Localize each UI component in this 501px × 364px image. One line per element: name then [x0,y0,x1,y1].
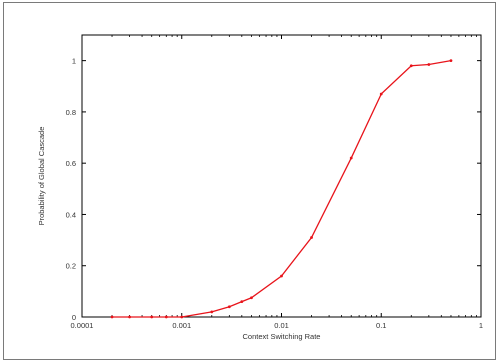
y-tick-label: 0 [72,313,76,322]
series-layer [110,59,453,319]
data-point [128,315,131,319]
plot-area [81,34,482,318]
data-point [310,236,313,239]
x-axis-label: Context Switching Rate [243,332,321,341]
data-point [110,315,114,319]
y-tick-label: 0.6 [66,159,76,168]
data-point [349,156,353,160]
x-tick-label: 0.001 [172,321,191,330]
y-axis-ticks: 0 0.2 0.4 0.6 0.8 1 [66,57,481,322]
y-tick-label: 1 [72,57,76,66]
data-point [427,63,431,66]
x-tick-label: 0.1 [376,321,386,330]
data-point [250,296,253,300]
x-tick-label: 1 [479,321,483,330]
data-point [210,310,214,314]
y-tick-label: 0.8 [66,108,76,117]
data-point [164,315,168,319]
series-line [112,59,452,318]
data-point [150,315,154,319]
chart: 0.0001 0.001 0.01 0.1 1 0 0.2 0.4 0.6 0.8 1 Conte… [37,34,483,341]
data-point [240,300,244,304]
data-point [379,92,383,96]
data-point [409,64,413,68]
data-point [449,59,453,63]
chart-frame: 0.0001 0.001 0.01 0.1 1 0 0.2 0.4 0.6 0.8 1 Conte… [3,2,496,360]
x-tick-label: 0.0001 [71,321,94,330]
data-point [227,305,231,309]
y-tick-label: 0.4 [66,210,76,219]
x-tick-label: 0.01 [274,321,289,330]
data-point [280,274,283,278]
y-tick-label: 0.2 [66,262,76,271]
y-axis-label: Probability of Global Cascade [37,127,46,226]
data-point [180,315,184,319]
